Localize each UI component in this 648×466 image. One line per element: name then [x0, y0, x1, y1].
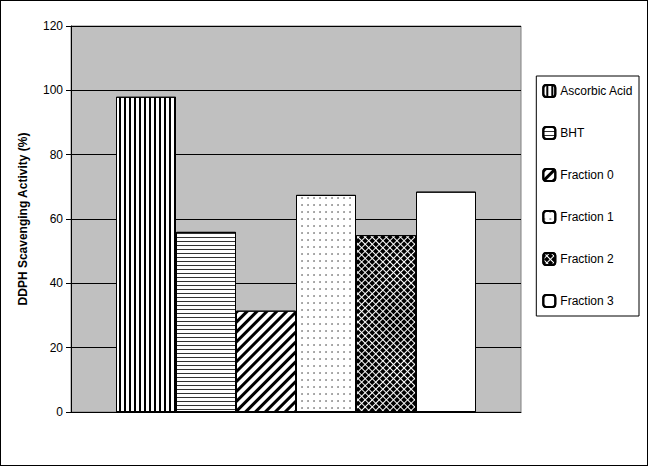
svg-text:40: 40 [50, 276, 64, 290]
svg-text:Fraction 0: Fraction 0 [560, 168, 614, 182]
svg-text:80: 80 [50, 148, 64, 162]
svg-text:100: 100 [43, 83, 63, 97]
svg-text:Fraction 2: Fraction 2 [560, 252, 614, 266]
svg-text:0: 0 [56, 405, 63, 419]
svg-text:60: 60 [50, 212, 64, 226]
svg-text:DDPH Scavenging Activity (%): DDPH Scavenging Activity (%) [16, 133, 30, 306]
svg-text:20: 20 [50, 341, 64, 355]
svg-text:120: 120 [43, 19, 63, 33]
svg-text:Fraction 1: Fraction 1 [560, 210, 614, 224]
svg-text:Ascorbic Acid: Ascorbic Acid [560, 84, 632, 98]
svg-text:BHT: BHT [560, 126, 585, 140]
svg-text:Fraction 3: Fraction 3 [560, 294, 614, 308]
